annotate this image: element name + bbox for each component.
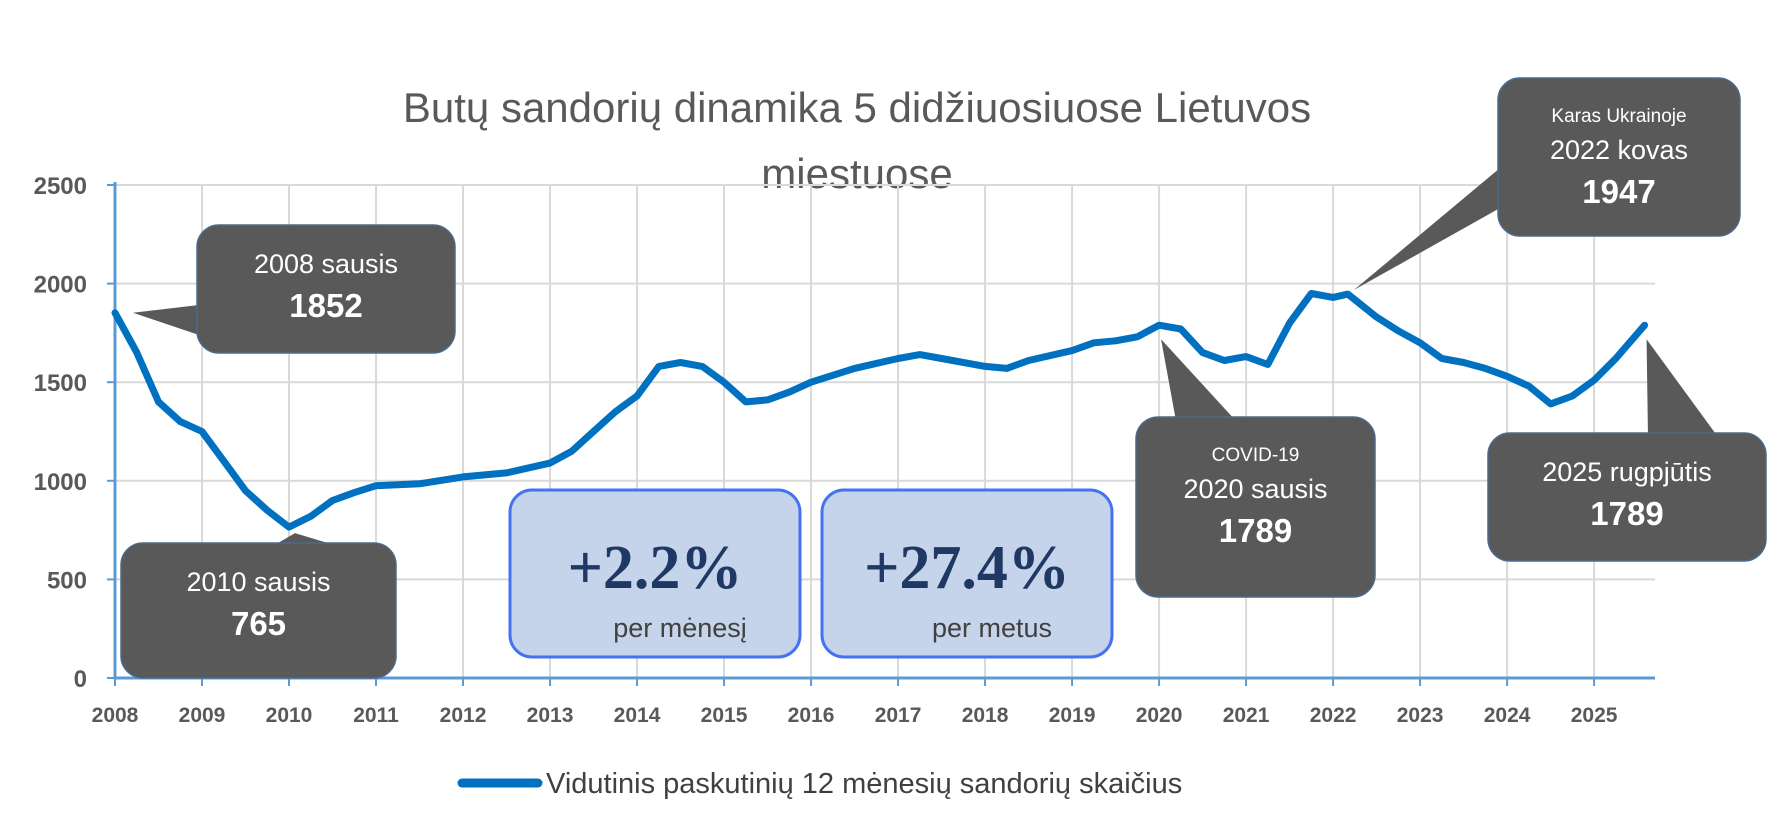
callout-last: 2025 rugpjūtis 1789 [1487, 339, 1767, 562]
y-tick-label: 500 [47, 567, 87, 594]
stat-label: per metus [932, 613, 1052, 643]
legend-label: Vidutinis paskutinių 12 mėnesių sandorių… [546, 768, 1182, 800]
x-tick-label: 2025 [1571, 704, 1618, 727]
x-tick-label: 2024 [1484, 704, 1531, 727]
callout-event-label: COVID-19 [1212, 445, 1300, 466]
y-tick-label: 1000 [34, 469, 87, 496]
callout-start: 2008 sausis 1852 [133, 224, 456, 354]
callout-war: Karas Ukrainoje 2022 kovas 1947 [1353, 77, 1741, 291]
callout-box [1497, 77, 1741, 237]
callout-pointer [1161, 339, 1236, 421]
series-line [111, 290, 1649, 531]
legend: Vidutinis paskutinių 12 mėnesių sandorių… [457, 768, 1182, 800]
callout-date-label: 2010 sausis [186, 567, 330, 597]
x-tick-label: 2022 [1310, 704, 1357, 727]
callout-date-label: 2022 kovas [1550, 135, 1688, 165]
callout-date-label: 2008 sausis [254, 249, 398, 279]
callout-date-label: 2025 rugpjūtis [1542, 457, 1712, 487]
x-tick-label: 2009 [179, 704, 226, 727]
callout-value: 1789 [1590, 495, 1663, 532]
x-tick-label: 2016 [788, 704, 835, 727]
stat-box-bg [508, 488, 802, 659]
y-tick-label: 2000 [34, 272, 87, 299]
callout-box [1135, 416, 1376, 598]
stat-value: +2.2% [568, 534, 743, 602]
callout-covid: COVID-19 2020 sausis 1789 [1135, 339, 1376, 598]
callout-pointer [133, 305, 199, 335]
x-tick-label: 2010 [266, 704, 313, 727]
x-tick-label: 2008 [92, 704, 139, 727]
x-tick-label: 2015 [701, 704, 748, 727]
chart-title-line1: Butų sandorių dinamika 5 didžiuosiuose L… [403, 84, 1311, 131]
x-tick-label: 2013 [527, 704, 574, 727]
x-tick-label: 2017 [875, 704, 922, 727]
callout-pointer [1353, 168, 1500, 291]
callout-event-label: Karas Ukrainoje [1551, 106, 1686, 127]
callout-min: 2010 sausis 765 [120, 533, 397, 679]
x-tick-label: 2011 [353, 704, 399, 727]
stat-value: +27.4% [864, 534, 1070, 602]
stat-box-bg [820, 488, 1114, 659]
callout-box [196, 224, 456, 354]
stat-label: per mėnesį [613, 613, 747, 643]
callout-box [1487, 432, 1767, 562]
x-tick-label: 2014 [614, 704, 661, 727]
callout-value: 765 [231, 605, 286, 642]
y-tick-label: 1500 [34, 370, 87, 397]
y-tick-label: 2500 [34, 173, 87, 200]
callout-value: 1789 [1219, 512, 1292, 549]
stat-box: +2.2% per mėnesį [508, 488, 802, 659]
callout-date-label: 2020 sausis [1183, 474, 1327, 504]
x-tick-label: 2020 [1136, 704, 1183, 727]
tick-labels: 0 500 1000 1500 2000 2500 2008 2009 2010 2011 2012… [34, 173, 1618, 727]
x-tick-label: 2018 [962, 704, 1009, 727]
x-tick-label: 2023 [1397, 704, 1444, 727]
callout-pointer [1646, 339, 1718, 437]
series-line-path [111, 290, 1649, 531]
callout-value: 1947 [1582, 173, 1655, 210]
callouts: 2008 sausis 1852 2010 sausis 765 COVID-19 202… [120, 77, 1767, 679]
chart-title-line2: miestuose [761, 150, 952, 197]
y-tick-label: 0 [74, 666, 87, 693]
callout-box [120, 542, 397, 679]
x-tick-label: 2012 [440, 704, 487, 727]
x-tick-label: 2019 [1049, 704, 1096, 727]
stat-boxes: +2.2% per mėnesį +27.4% per metus [508, 488, 1114, 659]
stat-box: +27.4% per metus [820, 488, 1114, 659]
x-tick-label: 2021 [1223, 704, 1270, 727]
callout-value: 1852 [289, 287, 362, 324]
